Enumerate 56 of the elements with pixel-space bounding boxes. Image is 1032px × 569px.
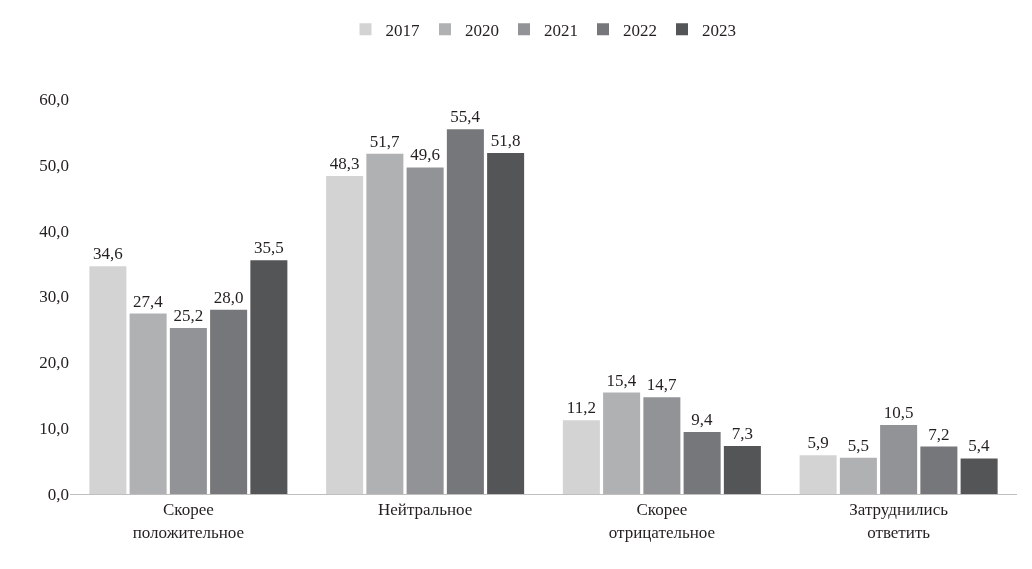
y-tick-label: 10,0 <box>39 419 69 439</box>
bar <box>880 424 918 494</box>
y-tick-label: 60,0 <box>39 89 69 109</box>
data-label: 27,4 <box>133 291 164 311</box>
data-label: 28,0 <box>213 287 244 307</box>
data-label: 35,5 <box>253 238 284 258</box>
legend-label: 2017 <box>385 20 420 40</box>
data-label: 5,4 <box>968 436 990 456</box>
data-label: 14,7 <box>646 375 677 395</box>
data-label: 55,4 <box>450 107 481 127</box>
bar <box>446 129 484 494</box>
bar <box>250 260 288 494</box>
data-label: 11,2 <box>566 398 596 418</box>
x-tick-label: Затруднились ответить <box>849 500 949 542</box>
bar <box>643 397 681 494</box>
bar <box>487 152 525 494</box>
legend-label: 2020 <box>465 20 499 40</box>
data-label: 49,6 <box>410 145 440 165</box>
legend-label: 2021 <box>544 20 578 40</box>
bar <box>326 176 364 494</box>
data-label: 15,4 <box>606 370 637 390</box>
y-tick-label: 20,0 <box>39 353 69 373</box>
x-tick-label: Скорее отрицательное <box>608 500 716 542</box>
data-label: 7,2 <box>928 424 950 444</box>
bar <box>406 167 444 494</box>
bar <box>799 455 837 494</box>
bar <box>129 313 167 494</box>
legend-label: 2023 <box>702 20 736 40</box>
bar <box>920 446 958 494</box>
bar <box>723 445 761 494</box>
data-label: 5,9 <box>807 433 829 453</box>
y-tick-label: 30,0 <box>39 287 69 307</box>
data-label: 7,3 <box>731 423 753 443</box>
bar <box>169 328 207 494</box>
y-tick-label: 40,0 <box>39 221 69 241</box>
y-tick-label: 0,0 <box>47 484 69 504</box>
data-label: 48,3 <box>329 154 360 174</box>
x-tick-label: Нейтральное <box>377 500 473 520</box>
data-label: 5,5 <box>847 435 869 455</box>
data-label: 51,7 <box>369 131 400 151</box>
bar <box>683 432 721 494</box>
data-label: 10,5 <box>883 402 914 422</box>
x-tick-label: Скорее положительное <box>132 500 245 542</box>
bar <box>603 392 641 494</box>
bar <box>366 153 404 494</box>
legend-label: 2022 <box>623 20 657 40</box>
y-tick-label: 50,0 <box>39 155 69 175</box>
data-label: 34,6 <box>93 244 123 264</box>
bar <box>960 458 998 494</box>
data-label: 51,8 <box>490 130 521 150</box>
data-label: 25,2 <box>173 306 204 326</box>
bar <box>839 457 877 494</box>
bar <box>562 420 600 494</box>
data-label: 9,4 <box>691 410 713 430</box>
bar <box>210 309 248 494</box>
bar <box>89 266 127 494</box>
